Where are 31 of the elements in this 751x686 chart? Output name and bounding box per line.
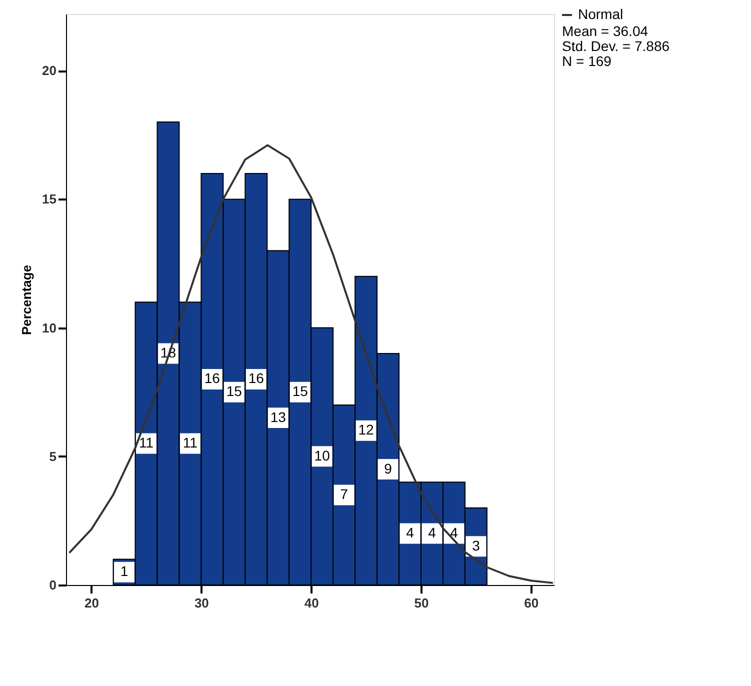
data-label: 10 (314, 447, 330, 464)
data-label: 13 (270, 408, 286, 425)
data-label: 16 (248, 370, 264, 386)
y-axis-title: Percentage (19, 264, 34, 336)
data-label: 11 (182, 434, 198, 451)
data-label: 12 (358, 422, 374, 438)
legend-label: Normal (578, 6, 624, 22)
data-label: 7 (340, 486, 348, 502)
y-tick-label: 5 (49, 448, 56, 464)
text: Mean = 36.04 (562, 23, 648, 39)
data-label: 1 (120, 563, 128, 580)
y-tick-label: 20 (42, 63, 56, 78)
x-tick-label: 20 (84, 596, 100, 610)
text: N = 169 (562, 53, 612, 69)
data-label: 4 (406, 524, 414, 541)
data-label: 16 (204, 370, 220, 386)
y-tick-label: 0 (49, 578, 56, 592)
x-tick-label: 60 (524, 596, 539, 610)
data-label: 15 (292, 383, 308, 400)
x-tick-label: 40 (304, 596, 319, 610)
x-tick-label: 30 (194, 596, 209, 610)
data-label: 4 (428, 524, 436, 541)
data-label: 3 (472, 537, 480, 554)
text: Std. Dev. = 7.886 (562, 38, 670, 54)
y-tick-label: 15 (42, 192, 56, 207)
x-tick-label: 50 (414, 596, 429, 610)
data-label: 9 (384, 460, 392, 476)
data-label: 11 (138, 434, 154, 451)
data-label: 4 (450, 524, 458, 541)
y-tick-label: 10 (42, 320, 56, 336)
data-label: 15 (226, 383, 242, 400)
